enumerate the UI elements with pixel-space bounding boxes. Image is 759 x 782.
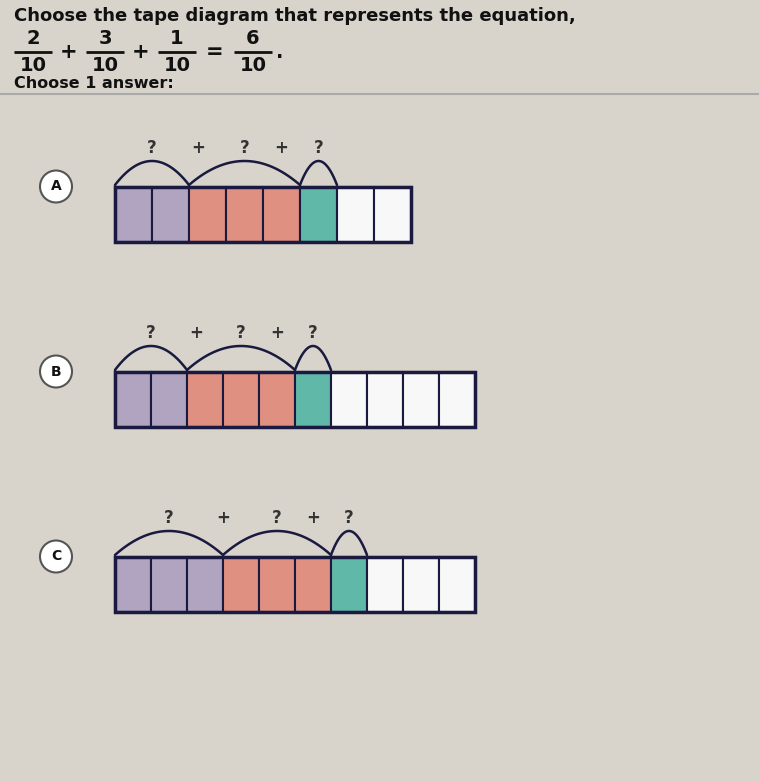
- Text: Choose the tape diagram that represents the equation,: Choose the tape diagram that represents …: [14, 7, 576, 25]
- Text: 3: 3: [98, 29, 112, 48]
- Text: +: +: [60, 42, 78, 62]
- Bar: [259, 372, 295, 427]
- Bar: [187, 372, 223, 427]
- Bar: [439, 557, 475, 612]
- Bar: [115, 187, 152, 242]
- Text: ?: ?: [236, 324, 246, 342]
- Text: +: +: [216, 509, 230, 527]
- Bar: [367, 372, 403, 427]
- Text: +: +: [270, 324, 284, 342]
- Text: 10: 10: [163, 56, 191, 75]
- Bar: [263, 187, 300, 242]
- Text: +: +: [189, 324, 203, 342]
- Bar: [115, 187, 411, 242]
- Text: A: A: [51, 180, 61, 193]
- Text: ?: ?: [313, 139, 323, 157]
- Bar: [189, 187, 226, 242]
- Text: ?: ?: [344, 509, 354, 527]
- Text: ?: ?: [147, 139, 157, 157]
- Bar: [187, 557, 223, 612]
- Bar: [115, 557, 475, 612]
- Circle shape: [40, 170, 72, 203]
- Bar: [115, 557, 151, 612]
- Bar: [295, 372, 331, 427]
- Bar: [259, 557, 295, 612]
- Text: +: +: [191, 139, 205, 157]
- Bar: [226, 187, 263, 242]
- Bar: [115, 372, 475, 427]
- Bar: [115, 372, 151, 427]
- Text: ?: ?: [272, 509, 282, 527]
- Text: +: +: [132, 42, 150, 62]
- Text: 2: 2: [27, 29, 39, 48]
- Text: =: =: [206, 42, 224, 62]
- Text: 6: 6: [246, 29, 260, 48]
- Text: ?: ?: [308, 324, 318, 342]
- Bar: [223, 372, 259, 427]
- Text: 1: 1: [170, 29, 184, 48]
- Bar: [223, 557, 259, 612]
- Bar: [152, 187, 189, 242]
- Text: C: C: [51, 550, 61, 564]
- Bar: [403, 372, 439, 427]
- Text: ?: ?: [164, 509, 174, 527]
- Bar: [331, 557, 367, 612]
- Text: 10: 10: [92, 56, 118, 75]
- Bar: [151, 372, 187, 427]
- Bar: [300, 187, 337, 242]
- Bar: [367, 557, 403, 612]
- Text: 10: 10: [20, 56, 46, 75]
- Text: ?: ?: [146, 324, 156, 342]
- Bar: [403, 557, 439, 612]
- Text: B: B: [51, 364, 61, 378]
- Text: .: .: [276, 42, 283, 62]
- Text: ?: ?: [240, 139, 250, 157]
- Bar: [151, 557, 187, 612]
- Text: 10: 10: [240, 56, 266, 75]
- Bar: [439, 372, 475, 427]
- Circle shape: [40, 540, 72, 572]
- Text: +: +: [275, 139, 288, 157]
- Text: Choose 1 answer:: Choose 1 answer:: [14, 76, 174, 91]
- Bar: [295, 557, 331, 612]
- Text: +: +: [306, 509, 320, 527]
- Bar: [374, 187, 411, 242]
- Bar: [331, 372, 367, 427]
- Bar: [337, 187, 374, 242]
- Circle shape: [40, 356, 72, 388]
